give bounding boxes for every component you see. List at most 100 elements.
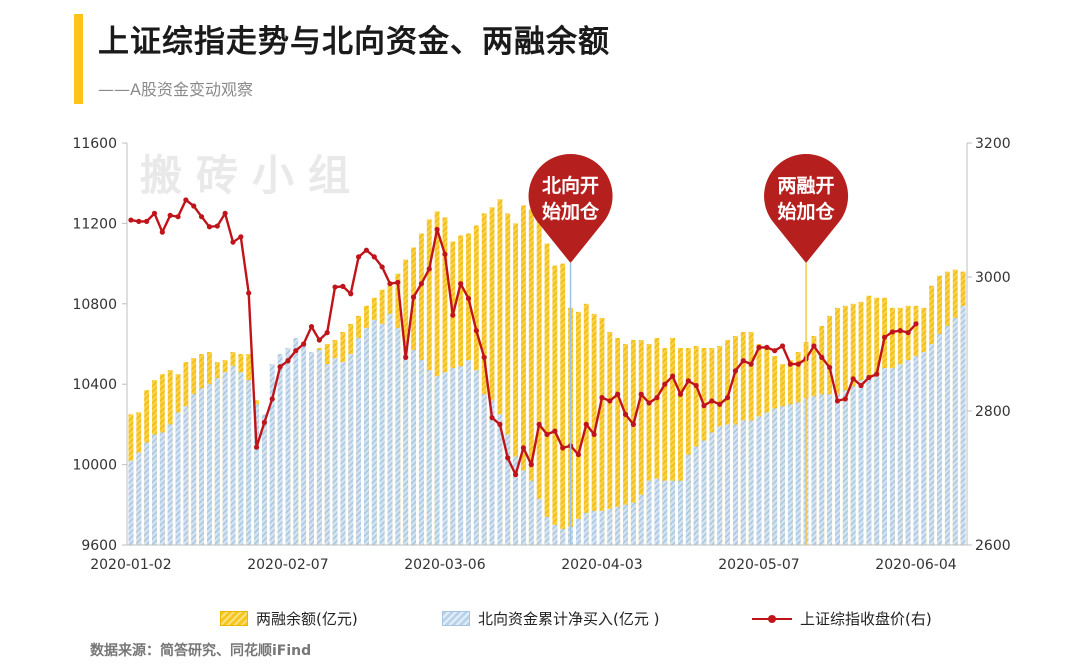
northbound-bar <box>709 432 715 545</box>
northbound-bar <box>693 446 699 545</box>
northbound-bar <box>685 454 691 545</box>
index-point <box>662 381 668 387</box>
index-point <box>434 226 440 233</box>
index-point <box>748 361 754 367</box>
index-point <box>198 214 205 220</box>
northbound-bar <box>615 506 621 545</box>
northbound-bar <box>285 348 291 545</box>
margin-bar <box>599 317 605 545</box>
index-point <box>724 395 731 401</box>
y-left-tick-label: 10800 <box>72 297 117 313</box>
index-point <box>560 445 566 451</box>
annotation-pin <box>528 154 613 263</box>
northbound-bar <box>206 384 212 545</box>
x-tick-label: 2020-01-02 <box>90 557 171 573</box>
northbound-bar <box>167 424 173 545</box>
northbound-bar <box>960 305 966 545</box>
northbound-bar <box>214 378 220 545</box>
northbound-bar <box>591 510 597 545</box>
legend-item-northbound: 北向资金累计净买入(亿元 ) <box>442 608 659 629</box>
index-point <box>874 371 880 377</box>
index-point <box>222 210 228 216</box>
index-point <box>151 210 158 216</box>
legend-swatch-index <box>752 612 792 625</box>
northbound-bar <box>528 480 534 545</box>
annotation-text-line1: 两融开 <box>778 175 835 197</box>
northbound-bar <box>583 512 589 545</box>
northbound-bar <box>835 394 840 545</box>
northbound-bar <box>434 376 440 545</box>
y-left-tick-label: 10400 <box>72 377 117 393</box>
index-point <box>756 344 762 350</box>
y-left-tick-label: 9600 <box>81 538 117 554</box>
northbound-bar <box>811 396 817 545</box>
northbound-bar <box>175 412 181 545</box>
index-point <box>191 203 197 209</box>
index-point <box>677 391 684 397</box>
index-point <box>505 455 511 461</box>
northbound-bar <box>505 434 511 545</box>
y-right-tick-label: 2800 <box>975 404 1011 420</box>
x-tick-label: 2020-05-07 <box>718 557 799 573</box>
northbound-bar <box>874 372 880 545</box>
northbound-bar <box>913 356 919 545</box>
index-point <box>615 391 621 397</box>
legend-swatch-northbound <box>442 611 470 626</box>
northbound-bar <box>756 416 762 545</box>
northbound-bar <box>277 354 283 545</box>
legend-label-northbound: 北向资金累计净买入(亿元 ) <box>478 610 660 628</box>
northbound-bar <box>944 325 950 545</box>
title-accent-bar <box>74 14 83 104</box>
index-point <box>293 348 299 354</box>
margin-bar <box>630 339 636 545</box>
index-point <box>136 218 142 224</box>
index-point <box>230 239 236 245</box>
northbound-bar <box>882 368 888 545</box>
margin-bar <box>552 265 558 545</box>
index-point <box>379 264 385 270</box>
index-point <box>214 223 220 229</box>
index-point <box>779 343 786 349</box>
index-point <box>905 330 911 336</box>
margin-bar <box>615 337 621 545</box>
index-point <box>253 444 260 450</box>
margin-bar <box>536 213 542 545</box>
margin-bar <box>654 337 660 545</box>
margin-bar <box>481 213 487 545</box>
index-point <box>881 334 888 340</box>
annotation-text-line2: 始加仓 <box>542 200 600 223</box>
index-point <box>717 401 723 407</box>
northbound-bar <box>827 394 833 545</box>
index-point <box>395 279 401 285</box>
northbound-bar <box>552 524 558 545</box>
northbound-bar <box>662 480 668 545</box>
northbound-bar <box>889 368 895 545</box>
index-point <box>842 396 848 402</box>
y-right-tick-label: 3000 <box>975 270 1011 286</box>
northbound-bar <box>544 516 550 545</box>
margin-bar <box>678 348 683 545</box>
index-point <box>371 254 377 260</box>
index-point <box>544 431 550 438</box>
index-point <box>772 348 778 354</box>
index-point <box>450 312 456 318</box>
margin-bar <box>662 348 668 545</box>
annotation-text-line2: 始加仓 <box>778 200 836 223</box>
northbound-bar <box>128 460 134 545</box>
index-point <box>850 376 856 382</box>
northbound-bar <box>787 404 793 545</box>
northbound-bar <box>246 380 252 545</box>
index-point <box>159 229 165 235</box>
index-point <box>387 281 393 287</box>
northbound-bar <box>701 440 707 545</box>
northbound-bar <box>136 452 142 545</box>
northbound-bar <box>748 420 754 545</box>
index-point <box>458 281 464 287</box>
northbound-bar <box>261 414 267 545</box>
index-point <box>622 411 629 417</box>
northbound-bar <box>646 480 652 545</box>
watermark: 搬砖小组 <box>140 151 364 200</box>
legend: 两融余额(亿元) 北向资金累计净买入(亿元 ) 上证综指收盘价(右) <box>0 604 1080 634</box>
x-tick-label: 2020-03-06 <box>404 557 485 573</box>
northbound-bar <box>152 434 157 545</box>
